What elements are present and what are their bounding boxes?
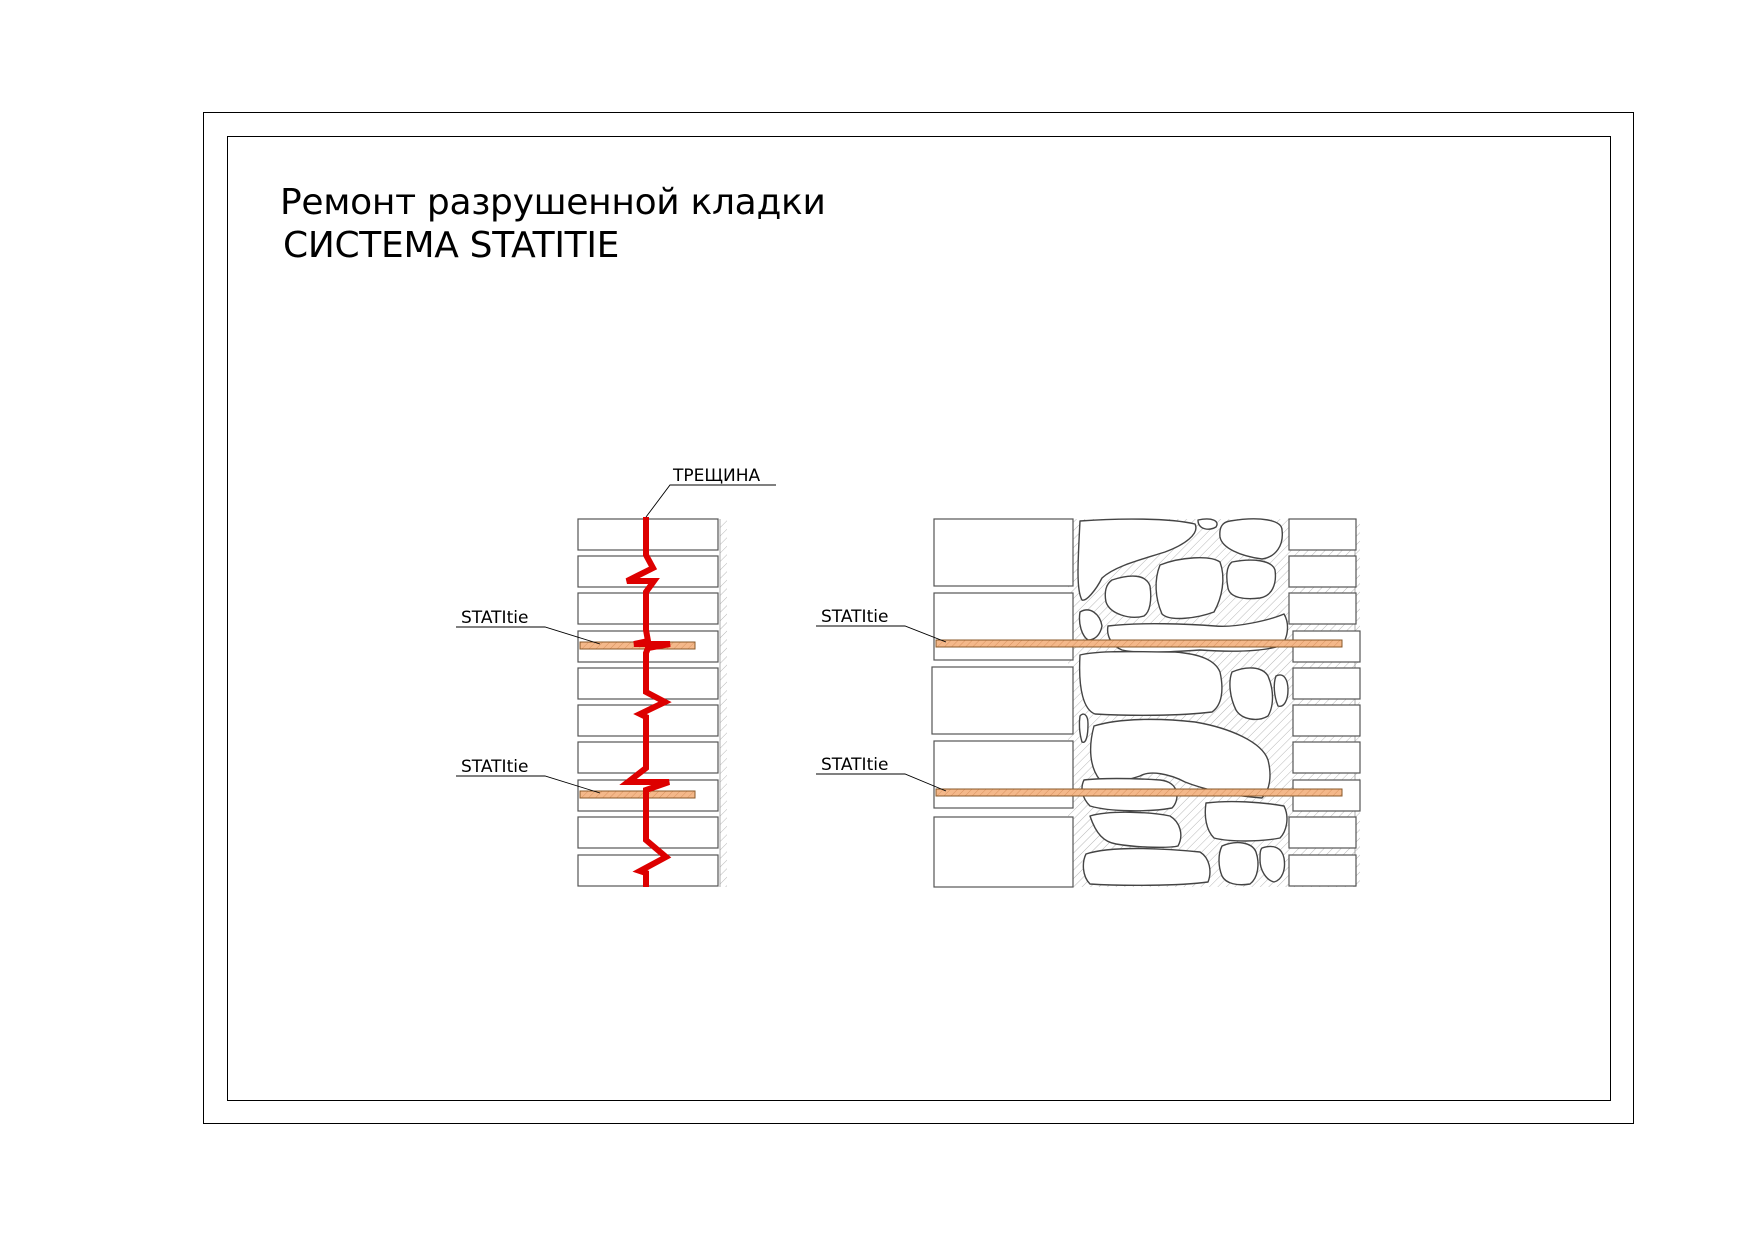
stone [1078, 650, 1223, 716]
crack-line [619, 517, 672, 887]
block [933, 592, 1074, 661]
brick [1288, 555, 1357, 588]
block [931, 666, 1074, 735]
statitie-rod-right-bottom [935, 788, 1343, 797]
block [933, 740, 1074, 809]
crack-label: ТРЕЩИНА [672, 466, 760, 486]
tie-label-right-bottom: STATItie [821, 755, 888, 775]
brick [1288, 816, 1357, 849]
block [933, 518, 1074, 587]
brick [1288, 592, 1357, 625]
left-wall-edge-hatch [720, 519, 727, 887]
stone [1259, 845, 1286, 883]
stone [1218, 841, 1259, 886]
statitie-rod-left-bottom [579, 790, 696, 799]
title-line-1: Ремонт разрушенной кладки [280, 182, 826, 223]
stone [1104, 575, 1152, 618]
brick [1288, 854, 1357, 887]
right-rubble-wall [931, 518, 1361, 888]
block [933, 816, 1074, 888]
brick [1292, 704, 1361, 737]
brick [1292, 741, 1361, 774]
stone [1082, 847, 1211, 886]
stone [1077, 518, 1197, 601]
outer-border-frame [203, 112, 1634, 1124]
tie-leader-right-bottom [816, 773, 947, 792]
stone [1219, 518, 1283, 560]
tie-label-left-bottom: STATItie [461, 757, 528, 777]
inner-border-frame [227, 136, 1611, 1101]
stone [1204, 800, 1288, 842]
stone [1226, 559, 1277, 600]
tie-leader-left-bottom [456, 775, 601, 794]
stone [1078, 609, 1103, 641]
tie-label-right-top: STATItie [821, 607, 888, 627]
crack-leader-line [645, 484, 776, 518]
title-line-2: СИСТЕМА STATITIE [283, 225, 620, 266]
tie-leader-left-top [456, 626, 601, 645]
brick [1288, 518, 1357, 551]
leaders [456, 484, 947, 794]
brick [1292, 667, 1361, 700]
stone [1197, 518, 1218, 530]
stone [1078, 713, 1089, 743]
tie-leader-right-top [816, 625, 947, 643]
stone [1273, 674, 1289, 707]
stone [1155, 557, 1224, 620]
stone [1229, 667, 1274, 721]
left-brick-wall [577, 517, 727, 887]
tie-label-left-top: STATItie [461, 608, 528, 628]
stone [1089, 811, 1182, 849]
statitie-rod-right-top [935, 639, 1343, 648]
